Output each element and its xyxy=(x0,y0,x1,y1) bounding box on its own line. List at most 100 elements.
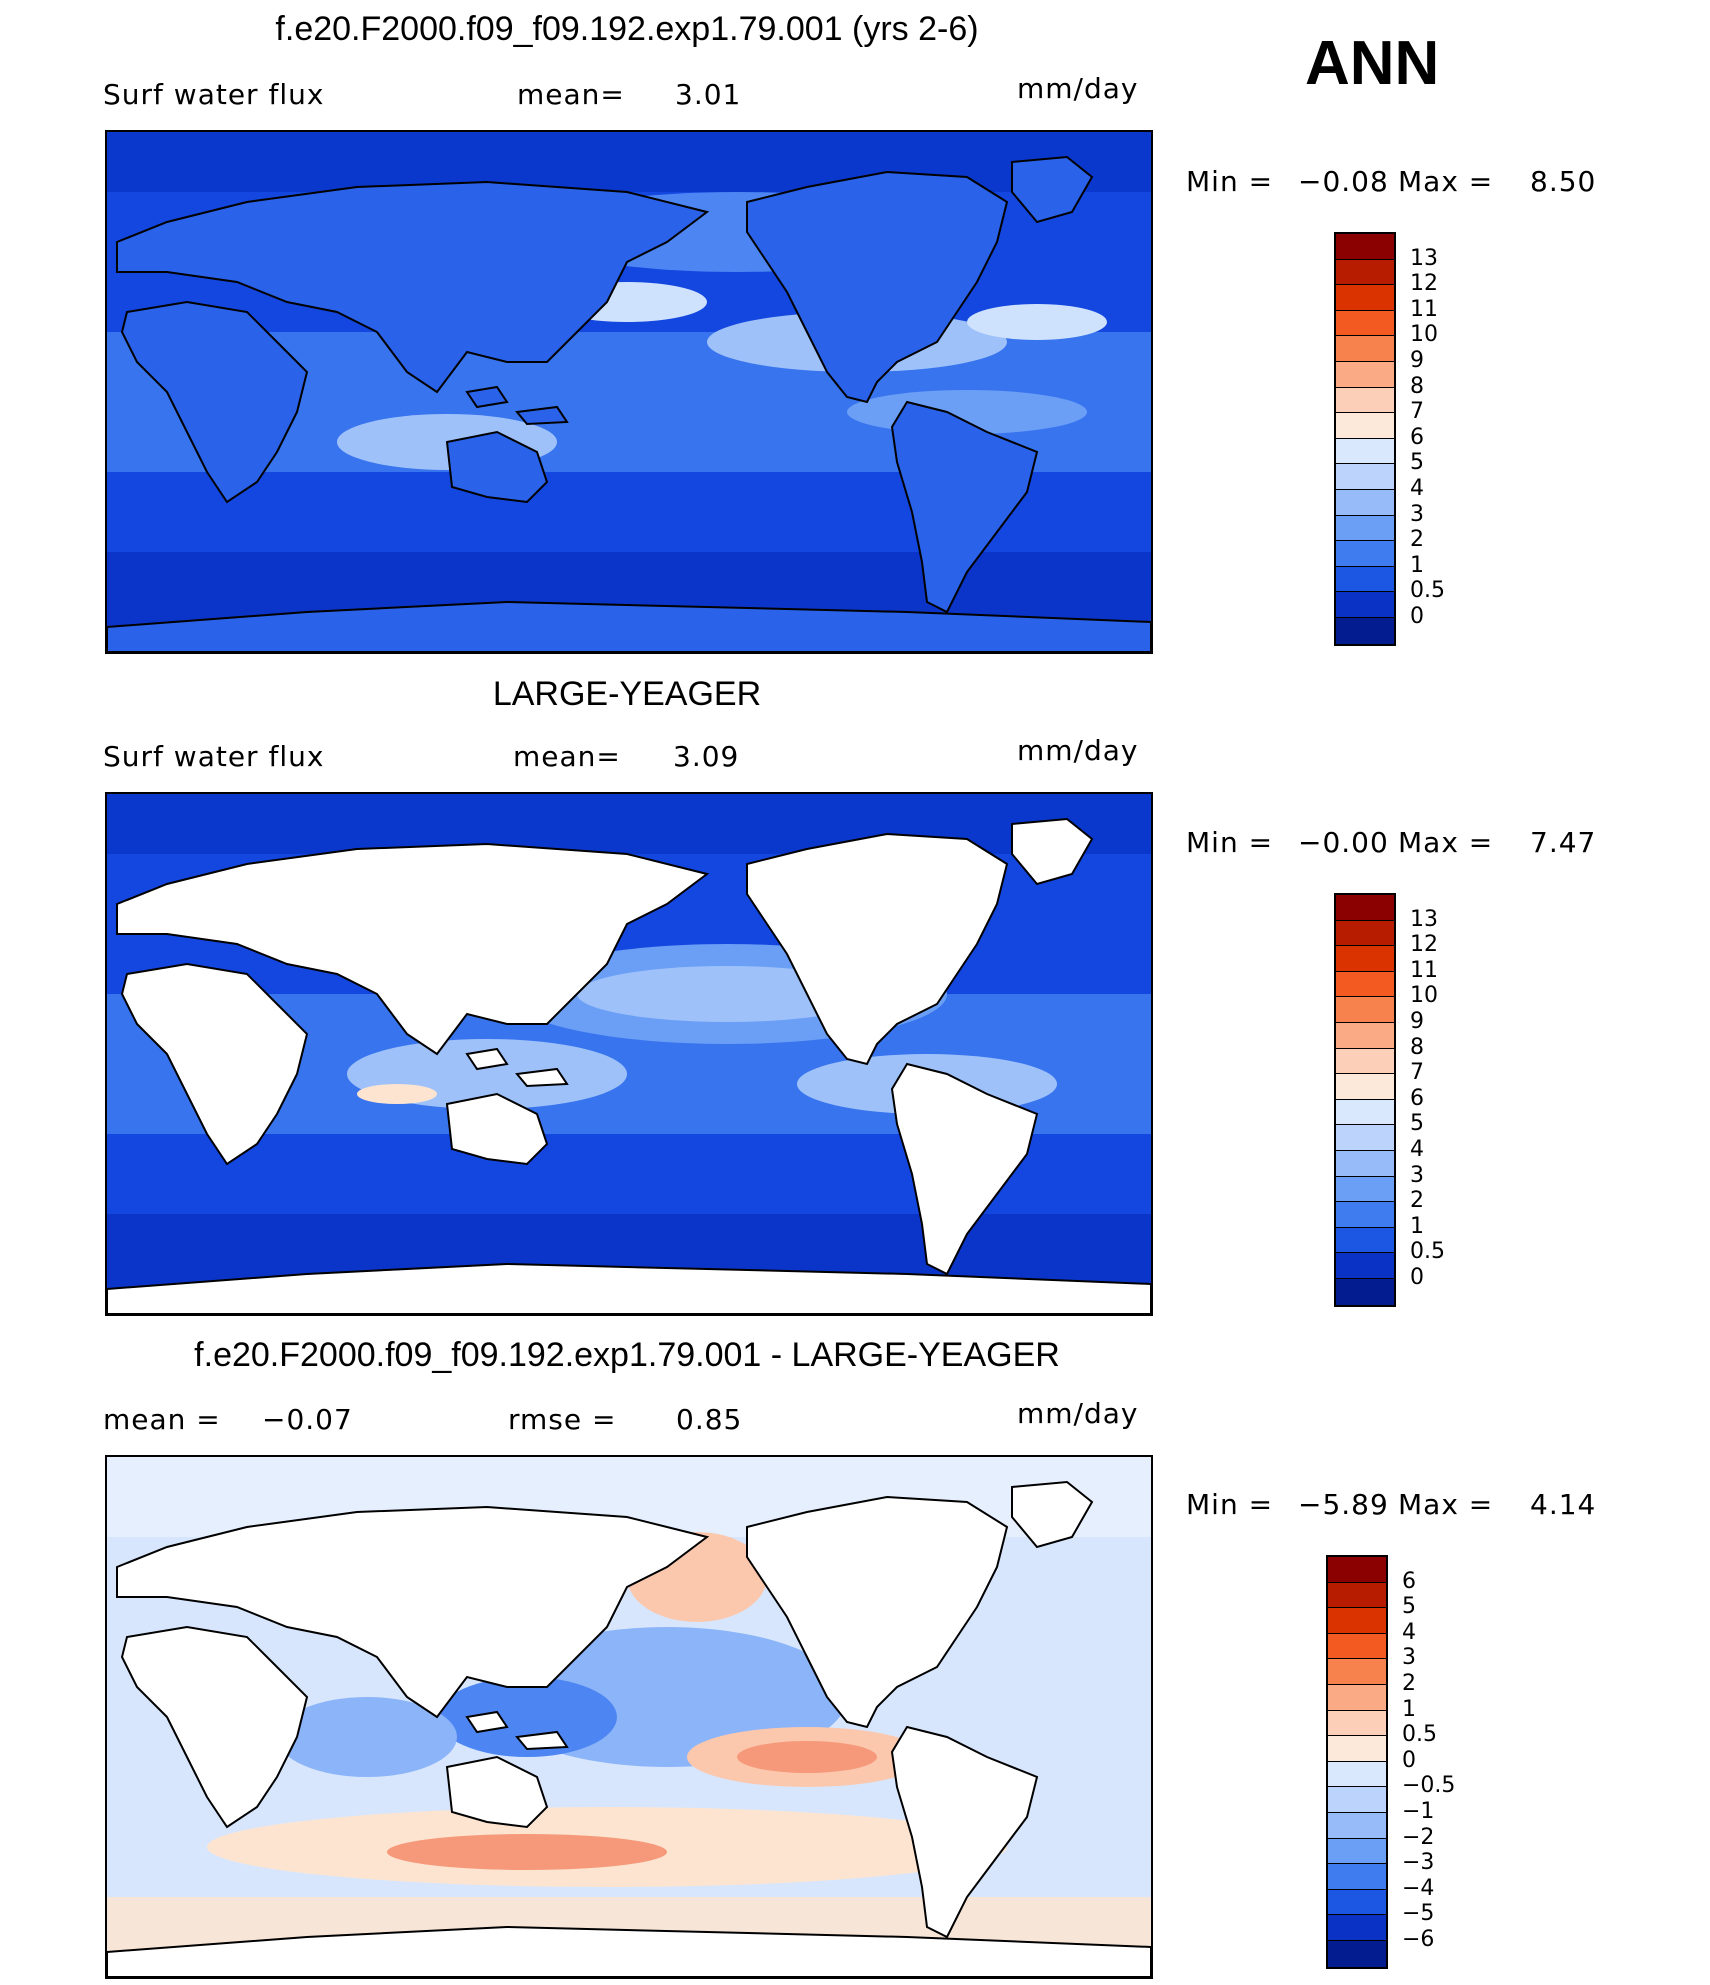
panel-3-max-value: 4.14 xyxy=(1530,1488,1597,1521)
map-coastline xyxy=(120,300,309,504)
panel-3-rmse-label: rmse = xyxy=(508,1403,617,1436)
panel-2-units: mm/day xyxy=(1017,734,1139,767)
map-field-contour xyxy=(357,1084,437,1104)
colorbar-tick-label: 13 xyxy=(1410,245,1438,271)
panel-2-max-value: 7.47 xyxy=(1530,826,1597,859)
map-coastline xyxy=(1011,1480,1094,1549)
map-coastline xyxy=(445,1755,549,1829)
map-field-band xyxy=(107,132,1151,192)
panel-3-colorbar xyxy=(1326,1555,1388,1969)
panel-3-max-label: Max = xyxy=(1398,1488,1494,1521)
colorbar-tick-label: 5 xyxy=(1410,450,1424,476)
map-field-contour xyxy=(737,1741,877,1773)
colorbar-tick-label: −0.5 xyxy=(1402,1773,1456,1799)
colorbar-segment xyxy=(1336,464,1394,490)
map-coastline xyxy=(515,1067,569,1088)
colorbar-tick-label: 0.5 xyxy=(1410,578,1445,604)
map-coastline xyxy=(890,400,1039,614)
colorbar-tick-label: 10 xyxy=(1410,322,1438,348)
colorbar-segment xyxy=(1336,1022,1394,1049)
colorbar-tick-label: 4 xyxy=(1410,476,1424,501)
panel-1-units: mm/day xyxy=(1017,72,1139,105)
colorbar-segment xyxy=(1328,1633,1386,1660)
colorbar-tick-label: 2 xyxy=(1410,527,1424,553)
colorbar-tick-label: 5 xyxy=(1410,1111,1424,1137)
colorbar-segment xyxy=(1336,1202,1394,1228)
map-coastline xyxy=(116,842,710,1056)
map-coastline xyxy=(107,600,1151,652)
colorbar-segment xyxy=(1336,997,1394,1023)
colorbar-tick-label: 0.5 xyxy=(1410,1239,1445,1265)
panel-2-min-label: Min = xyxy=(1186,826,1274,859)
colorbar-segment xyxy=(1336,617,1394,644)
map-coastline xyxy=(515,405,569,426)
colorbar-tick-label: 13 xyxy=(1410,906,1438,932)
colorbar-tick-label: 0 xyxy=(1410,1265,1424,1290)
colorbar-tick-label: 6 xyxy=(1402,1568,1416,1594)
colorbar-tick-label: 3 xyxy=(1402,1645,1416,1671)
map-coastline xyxy=(465,1710,509,1734)
colorbar-tick-label: −1 xyxy=(1402,1799,1435,1824)
colorbar-segment xyxy=(1336,387,1394,414)
map-coastline xyxy=(120,1625,309,1829)
colorbar-tick-label: 11 xyxy=(1410,296,1438,322)
map-field-band xyxy=(107,794,1151,854)
colorbar-tick-label: 10 xyxy=(1410,983,1438,1009)
colorbar-segment xyxy=(1328,1812,1386,1839)
colorbar-tick-label: 8 xyxy=(1410,1034,1424,1060)
colorbar-tick-label: 0 xyxy=(1410,604,1424,629)
panel-2-title: LARGE-YEAGER xyxy=(492,675,762,713)
map-coastline xyxy=(107,1262,1151,1314)
colorbar-tick-label: 2 xyxy=(1402,1671,1416,1696)
panel-1-max-label: Max = xyxy=(1398,165,1494,198)
panel-2-mean-label: mean= xyxy=(513,740,621,773)
colorbar-segment xyxy=(1336,592,1394,618)
panel-1-mean-label: mean= xyxy=(517,78,625,111)
panel-2-mean-value: 3.09 xyxy=(673,740,740,773)
colorbar-segment xyxy=(1328,1736,1386,1762)
panel-2-map xyxy=(105,792,1153,1316)
colorbar-segment xyxy=(1336,1227,1394,1254)
panel-2-colorbar xyxy=(1334,893,1396,1307)
colorbar-segment xyxy=(1336,361,1394,388)
colorbar-tick-label: 1 xyxy=(1410,1213,1424,1239)
colorbar-segment xyxy=(1336,1074,1394,1100)
colorbar-segment xyxy=(1336,1176,1394,1203)
colorbar-tick-label: 7 xyxy=(1410,399,1424,425)
panel-3-rmse-value: 0.85 xyxy=(676,1403,743,1436)
map-coastline xyxy=(465,385,509,409)
colorbar-tick-label: 4 xyxy=(1410,1137,1424,1162)
colorbar-segment xyxy=(1328,1787,1386,1813)
map-coastline xyxy=(890,1725,1039,1939)
panel-3-map-svg xyxy=(107,1457,1151,1977)
colorbar-tick-label: 4 xyxy=(1402,1619,1416,1645)
colorbar-segment xyxy=(1336,1150,1394,1177)
colorbar-tick-label: −2 xyxy=(1402,1824,1435,1850)
panel-2-variable-label: Surf water flux xyxy=(103,740,325,773)
colorbar-segment xyxy=(1336,1278,1394,1305)
map-coastline xyxy=(515,1730,569,1751)
colorbar-tick-label: 5 xyxy=(1402,1594,1416,1620)
map-field-contour xyxy=(387,1834,667,1870)
panel-1-mean-value: 3.01 xyxy=(675,78,742,111)
panel-1-map-svg xyxy=(107,132,1151,652)
colorbar-tick-label: 3 xyxy=(1410,1162,1424,1188)
map-coastline xyxy=(116,180,710,394)
colorbar-segment xyxy=(1336,515,1394,542)
panel-1-map xyxy=(105,130,1153,654)
colorbar-segment xyxy=(1336,310,1394,337)
colorbar-segment xyxy=(1336,413,1394,439)
colorbar-segment xyxy=(1328,1659,1386,1685)
colorbar-segment xyxy=(1336,895,1394,921)
colorbar-tick-label: 0.5 xyxy=(1402,1722,1437,1748)
colorbar-tick-label: 9 xyxy=(1410,348,1424,373)
colorbar-segment xyxy=(1336,566,1394,593)
colorbar-segment xyxy=(1328,1838,1386,1865)
colorbar-tick-label: 6 xyxy=(1410,424,1424,450)
map-coastline xyxy=(445,430,549,504)
panel-1-max-value: 8.50 xyxy=(1530,165,1597,198)
colorbar-tick-label: 3 xyxy=(1410,501,1424,527)
panel-3-min-label: Min = xyxy=(1186,1488,1274,1521)
colorbar-segment xyxy=(1336,1253,1394,1279)
map-field-contour xyxy=(967,304,1107,340)
